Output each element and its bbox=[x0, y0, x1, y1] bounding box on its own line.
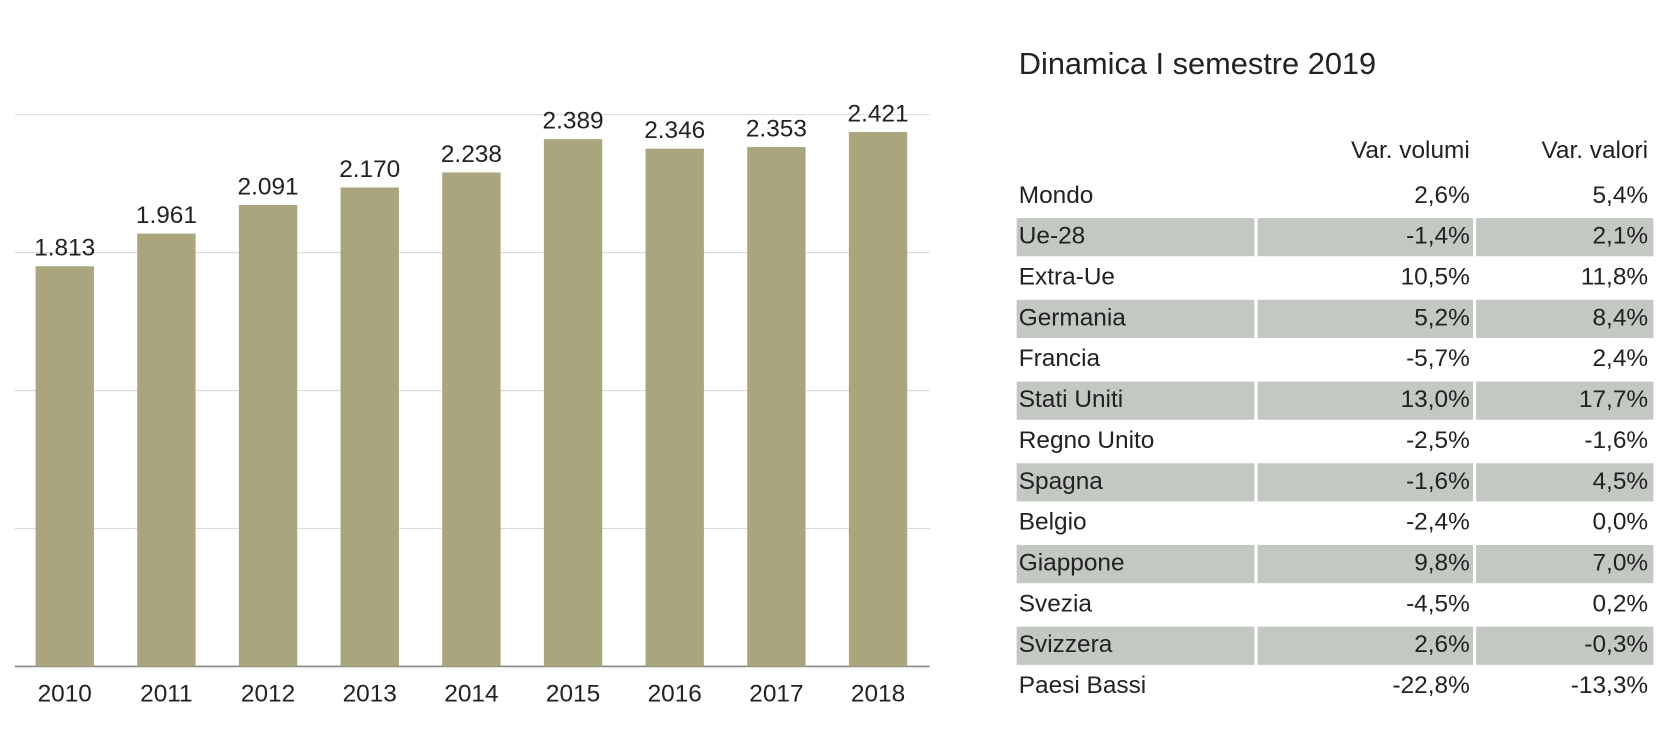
row-label: Svizzera bbox=[1019, 631, 1113, 658]
x-tick-label: 2015 bbox=[546, 681, 600, 708]
row-stripe bbox=[1016, 218, 1255, 257]
cell: 2,6% bbox=[1414, 182, 1470, 209]
cell: 10,5% bbox=[1401, 264, 1470, 291]
row-stripe bbox=[1257, 381, 1473, 420]
value-label: 2.389 bbox=[543, 108, 604, 135]
row-stripe bbox=[1257, 299, 1473, 339]
row-stripe bbox=[1257, 544, 1473, 584]
row-stripe bbox=[1257, 626, 1473, 665]
cell: -1,6% bbox=[1584, 427, 1648, 454]
x-tick-label: 2017 bbox=[749, 681, 803, 708]
row-label: Regno Unito bbox=[1019, 427, 1155, 454]
cell: 2,1% bbox=[1592, 223, 1648, 250]
x-tick-label: 2013 bbox=[343, 681, 397, 708]
bar bbox=[340, 187, 399, 667]
cell: 0,0% bbox=[1592, 509, 1648, 536]
value-label: 1.961 bbox=[136, 202, 197, 229]
bar bbox=[543, 139, 603, 667]
cell: -2,4% bbox=[1406, 509, 1470, 536]
row-stripe bbox=[1016, 626, 1255, 665]
cell: 13,0% bbox=[1401, 386, 1470, 413]
row-label: Mondo bbox=[1019, 182, 1094, 209]
cell: 5,2% bbox=[1414, 304, 1470, 331]
x-tick-label: 2011 bbox=[140, 681, 192, 708]
row-label: Belgio bbox=[1019, 509, 1087, 536]
cell: 8,4% bbox=[1592, 304, 1648, 331]
row-label: Stati Uniti bbox=[1019, 386, 1123, 413]
x-tick-label: 2016 bbox=[648, 681, 702, 708]
value-label: 1.813 bbox=[34, 235, 95, 262]
cell: -22,8% bbox=[1393, 672, 1470, 699]
x-tick-label: 2012 bbox=[241, 681, 295, 708]
cell: -1,4% bbox=[1406, 223, 1470, 250]
column-header: Var. valori bbox=[1541, 137, 1648, 164]
cell: 2,4% bbox=[1592, 345, 1648, 372]
row-stripe bbox=[1476, 463, 1654, 502]
bar bbox=[442, 172, 501, 667]
table-title: Dinamica I semestre 2019 bbox=[1019, 46, 1376, 81]
row-label: Paesi Bassi bbox=[1019, 672, 1146, 699]
cell: -1,6% bbox=[1406, 468, 1470, 495]
cell: 11,8% bbox=[1581, 264, 1648, 291]
row-label: Francia bbox=[1019, 345, 1101, 372]
bar bbox=[848, 132, 908, 667]
row-label: Germania bbox=[1019, 304, 1127, 331]
bar bbox=[35, 266, 94, 667]
value-label: 2.346 bbox=[644, 117, 705, 144]
row-stripe bbox=[1257, 463, 1473, 502]
row-stripe bbox=[1016, 544, 1255, 584]
row-stripe bbox=[1476, 626, 1654, 665]
x-tick-label: 2018 bbox=[851, 681, 905, 708]
cell: -13,3% bbox=[1571, 672, 1648, 699]
bar bbox=[137, 233, 196, 667]
cell: 9,8% bbox=[1414, 550, 1470, 577]
row-label: Svezia bbox=[1019, 590, 1093, 617]
value-label: 2.238 bbox=[441, 141, 502, 168]
row-stripe bbox=[1257, 218, 1473, 257]
value-label: 2.421 bbox=[848, 101, 909, 128]
row-stripe bbox=[1476, 381, 1654, 420]
x-tick-label: 2010 bbox=[38, 681, 92, 708]
cell: -2,5% bbox=[1406, 427, 1470, 454]
cell: 7,0% bbox=[1592, 550, 1648, 577]
cell: -0,3% bbox=[1584, 631, 1648, 658]
x-tick-label: 2014 bbox=[444, 681, 498, 708]
row-stripe bbox=[1476, 218, 1654, 257]
bar bbox=[238, 204, 298, 667]
row-stripe bbox=[1016, 299, 1255, 339]
row-label: Ue-28 bbox=[1019, 223, 1085, 250]
value-label: 2.091 bbox=[238, 173, 299, 200]
bar bbox=[645, 148, 704, 667]
row-label: Spagna bbox=[1019, 468, 1104, 495]
column-header: Var. volumi bbox=[1351, 137, 1470, 164]
cell: 4,5% bbox=[1592, 468, 1648, 495]
bar bbox=[747, 147, 806, 667]
cell: 17,7% bbox=[1579, 386, 1648, 413]
cell: 5,4% bbox=[1592, 182, 1648, 209]
cell: -5,7% bbox=[1406, 345, 1470, 372]
value-label: 2.353 bbox=[746, 116, 807, 143]
value-label: 2.170 bbox=[339, 156, 400, 183]
row-stripe bbox=[1476, 299, 1654, 339]
cell: 2,6% bbox=[1414, 631, 1470, 658]
row-label: Extra-Ue bbox=[1019, 264, 1115, 291]
row-stripe bbox=[1016, 463, 1255, 502]
row-stripe bbox=[1476, 544, 1654, 584]
row-label: Giappone bbox=[1019, 550, 1125, 577]
cell: 0,2% bbox=[1592, 590, 1648, 617]
row-stripe bbox=[1016, 381, 1255, 420]
cell: -4,5% bbox=[1406, 590, 1470, 617]
